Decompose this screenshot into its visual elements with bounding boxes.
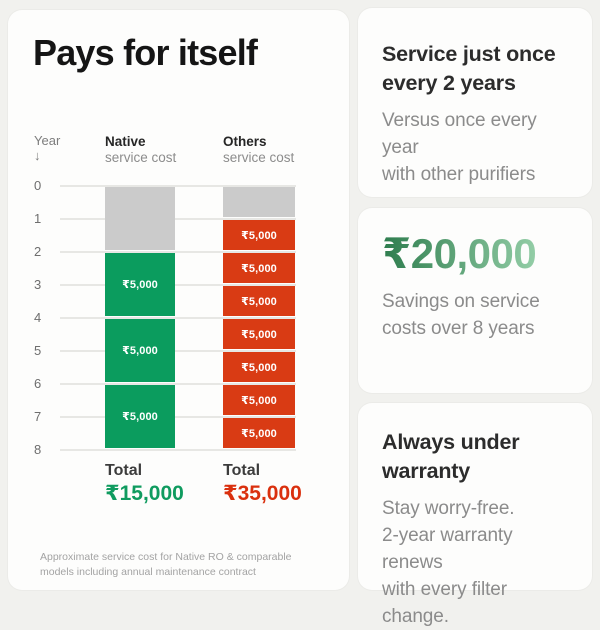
service-cost-segment: ₹5,000 [105,319,175,382]
arrow-down-icon: ↓ [34,148,41,163]
segment-value-label: ₹5,000 [241,328,277,341]
warranty-card: Always under warranty Stay worry-free. 2… [358,403,592,627]
savings-amount: ₹20,000 [382,230,537,277]
page-title: Pays for itself [33,32,258,73]
service-cost-segment: ₹5,000 [105,253,175,316]
service-cost-segment: ₹5,000 [223,385,295,415]
segment-value-label: ₹5,000 [241,361,277,374]
savings-body: Savings on service costs over 8 years [382,291,540,339]
gridline [60,218,296,220]
segment-value-label: ₹5,000 [241,394,277,407]
included-period-segment [223,187,295,217]
year-tick-label: 1 [34,211,42,226]
segment-value-label: ₹5,000 [122,345,158,357]
service-cost-segment: ₹5,000 [223,418,295,448]
native-bar-column: ₹5,000 ₹5,000 ₹5,000 [105,186,175,452]
gridline [60,383,296,385]
others-column-header: Others service cost [223,134,294,165]
service-cost-segment: ₹5,000 [223,220,295,250]
year-axis-header: Year ↓ [34,133,60,163]
included-period-segment [105,187,175,250]
savings-card: ₹20,000 Savings on service costs over 8 … [358,208,592,393]
native-series-name: Native [105,134,146,149]
service-frequency-body: Versus once every year with other purifi… [382,110,537,185]
gridline [60,185,296,187]
service-cost-segment: ₹5,000 [223,352,295,382]
warranty-body: Stay worry-free. 2-year warranty renews … [382,498,515,627]
gridline [60,350,296,352]
page-background: { "colors": { "page_bg": "#f1f1ee", "car… [8,8,592,627]
service-cost-segment: ₹5,000 [223,319,295,349]
service-cost-segment: ₹5,000 [223,286,295,316]
pays-for-itself-card: Pays for itself Year ↓ Native service co… [8,10,349,590]
segment-value-label: ₹5,000 [241,427,277,440]
gridline [60,317,296,319]
gridline [60,449,296,451]
others-bar-column: ₹5,000 ₹5,000 ₹5,000 ₹5,000 ₹5,000 ₹5,000 ₹5,0… [223,186,295,452]
gridline [60,251,296,253]
year-tick-label: 7 [34,409,42,424]
native-series-subtitle: service cost [105,149,177,165]
gridline [60,284,296,286]
year-tick-label: 4 [34,310,42,325]
native-total-amount: ₹15,000 [105,482,184,505]
warranty-title: Always under warranty [382,430,520,483]
segment-value-label: ₹5,000 [241,262,277,275]
others-series-name: Others [223,134,267,149]
segment-value-label: ₹5,000 [241,229,277,242]
year-tick-label: 3 [34,277,42,292]
service-frequency-card: Service just once every 2 years Versus o… [358,8,592,197]
chart-footnote: Approximate service cost for Native RO &… [40,551,292,578]
service-cost-segment: ₹5,000 [223,253,295,283]
others-total-label: Total [223,462,261,479]
year-tick-label: 2 [34,244,42,259]
year-tick-label: 5 [34,343,42,358]
service-cost-segment: ₹5,000 [105,385,175,448]
year-tick-label: 8 [34,442,42,457]
gridline [60,416,296,418]
service-frequency-title: Service just once every 2 years [382,42,556,95]
segment-value-label: ₹5,000 [122,279,158,291]
native-column-header: Native service cost [105,134,176,165]
native-total-label: Total [105,462,143,479]
year-axis-label: Year [34,133,61,148]
others-series-subtitle: service cost [223,149,295,165]
segment-value-label: ₹5,000 [241,295,277,308]
segment-value-label: ₹5,000 [122,411,158,423]
others-total-amount: ₹35,000 [223,482,302,505]
year-tick-label: 6 [34,376,42,391]
year-tick-label: 0 [34,178,42,193]
